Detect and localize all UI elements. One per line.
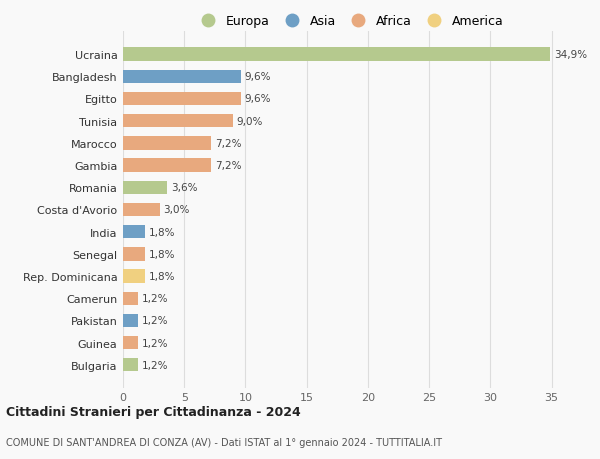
Bar [123,336,137,350]
Bar [123,358,137,372]
Text: 1,8%: 1,8% [149,227,175,237]
Bar [123,248,145,261]
Bar [123,270,145,283]
Text: 1,2%: 1,2% [142,294,168,303]
Text: 3,0%: 3,0% [163,205,190,215]
Text: 7,2%: 7,2% [215,139,241,149]
Bar [123,225,145,239]
Bar [123,115,233,128]
Bar [123,314,137,327]
Bar [123,181,167,195]
Bar [123,93,241,106]
Bar [123,292,137,305]
Bar [123,48,550,62]
Bar [123,137,211,150]
Text: 1,2%: 1,2% [142,316,168,326]
Text: 1,8%: 1,8% [149,249,175,259]
Bar [123,70,241,84]
Text: 9,6%: 9,6% [244,94,271,104]
Text: COMUNE DI SANT'ANDREA DI CONZA (AV) - Dati ISTAT al 1° gennaio 2024 - TUTTITALIA: COMUNE DI SANT'ANDREA DI CONZA (AV) - Da… [6,437,442,447]
Text: 34,9%: 34,9% [554,50,587,60]
Bar [123,159,211,172]
Text: 1,2%: 1,2% [142,338,168,348]
Text: 7,2%: 7,2% [215,161,241,171]
Text: 1,2%: 1,2% [142,360,168,370]
Text: 1,8%: 1,8% [149,271,175,281]
Text: Cittadini Stranieri per Cittadinanza - 2024: Cittadini Stranieri per Cittadinanza - 2… [6,405,301,419]
Legend: Europa, Asia, Africa, America: Europa, Asia, Africa, America [192,11,507,32]
Text: 9,0%: 9,0% [237,117,263,126]
Text: 9,6%: 9,6% [244,72,271,82]
Bar [123,203,160,217]
Text: 3,6%: 3,6% [171,183,197,193]
